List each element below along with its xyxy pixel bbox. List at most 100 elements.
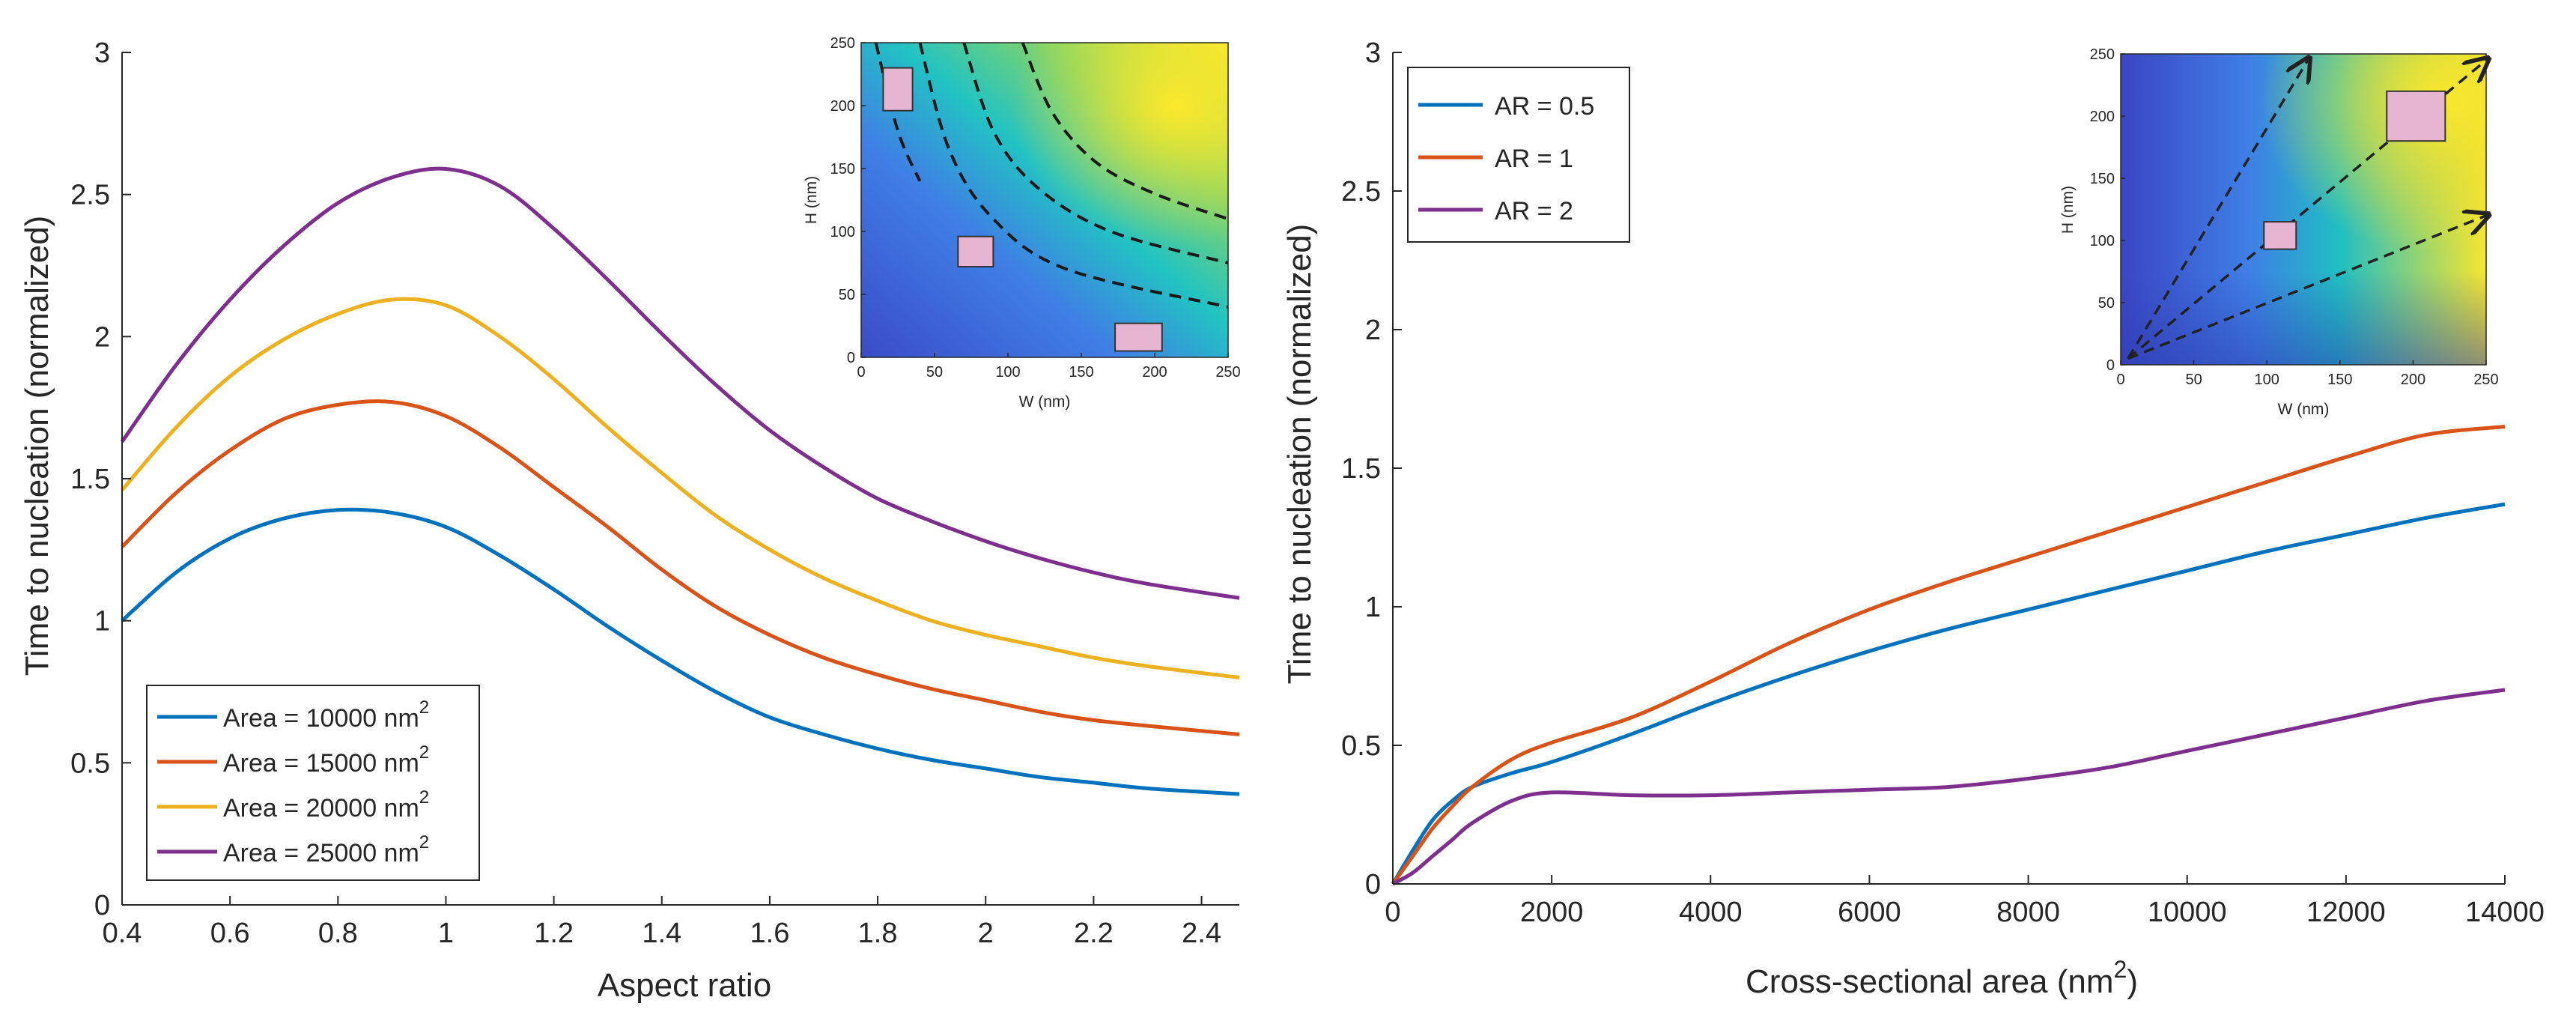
right-inset-y-tick-label-1: 50 (2098, 295, 2115, 312)
right-x-tick-label-0: 0 (1385, 897, 1400, 928)
left-inset-hotspot (861, 43, 1228, 357)
right-inset-x-tick-label-1: 50 (2185, 372, 2202, 388)
left-x-axis-label: Aspect ratio (598, 967, 771, 1004)
left-x-tick-label-10: 2.4 (1182, 918, 1221, 949)
left-series-line-3 (120, 166, 1240, 600)
right-x-tick-label-5: 10000 (2148, 897, 2227, 928)
left-inset-contour-3 (874, 42, 922, 182)
right-x-axis-label: Cross-sectional area (nm2) (1746, 956, 2138, 1000)
left-inset-x-label: W (nm) (1019, 393, 1071, 411)
left-x-tick-label-4: 1.2 (534, 918, 574, 949)
right-inset-marker-1 (2386, 90, 2446, 142)
right-inset-heatmap: 0 50 100 150 200 250 0 50 100 150 200 250 W (nm) H … (2059, 46, 2499, 418)
left-x-tick-label-6: 1.6 (750, 918, 790, 949)
right-x-tick-label-4: 8000 (1996, 897, 2060, 928)
right-inset-y-tick-label-3: 150 (2090, 171, 2115, 187)
right-x-tick-label-7: 14000 (2465, 897, 2545, 928)
right-inset-marker-0 (2263, 221, 2297, 250)
right-inset-arrow-0 (2127, 60, 2308, 360)
left-inset-frame (860, 42, 1229, 358)
left-y-tick-label-4: 2 (94, 321, 110, 353)
left-inset-heatmap: 0 50 100 150 200 250 0 50 100 150 200 250 W (nm) H … (803, 35, 1241, 411)
left-inset-x-tick-label-2: 100 (995, 364, 1020, 381)
right-series-line-1 (1391, 425, 2506, 885)
right-inset-y-tick-label-2: 100 (2090, 233, 2115, 249)
right-legend-box (1407, 67, 1630, 243)
left-inset-marker-2 (1114, 322, 1163, 352)
right-legend-label-1: AR = 1 (1495, 145, 1573, 173)
right-inset-frame (2120, 53, 2487, 366)
left-series-line-1 (121, 399, 1240, 736)
left-y-tick-label-6: 3 (94, 37, 110, 69)
left-y-tick-label-3: 1.5 (70, 464, 110, 495)
right-y-axis-label: Time to nucleation (normalized) (1281, 224, 1318, 685)
right-x-tick-label-1: 2000 (1520, 897, 1584, 928)
left-inset-y-tick-label-3: 150 (830, 161, 855, 178)
right-inset-x-tick-label-4: 200 (2401, 372, 2425, 388)
right-inset-y-tick-label-0: 0 (2106, 357, 2115, 374)
right-inset-overlay (2127, 60, 2486, 360)
left-inset-x-tick-label-0: 0 (857, 364, 865, 381)
left-series-line-2 (121, 297, 1240, 679)
left-inset-overlay (874, 42, 1229, 352)
left-x-tick-label-3: 1 (438, 918, 454, 949)
right-y-tick-label-4: 2 (1365, 315, 1381, 346)
right-y-tick-label-5: 2.5 (1341, 176, 1381, 207)
right-inset-y-label: H (nm) (2059, 186, 2077, 234)
left-legend-label-1: Area = 15000 nm2 (223, 742, 429, 778)
left-inset-y-tick-label-2: 100 (830, 224, 855, 240)
left-inset-x-tick-label-5: 250 (1215, 364, 1240, 381)
left-y-tick-label-5: 2.5 (70, 180, 110, 211)
left-inset-contour-1 (962, 42, 1229, 264)
right-x-tick-label-6: 12000 (2306, 897, 2386, 928)
left-inset-x-tick-label-3: 150 (1069, 364, 1093, 381)
left-axes: 0.4 0.6 0.8 1 1.2 1.4 1.6 1.8 2 2.2 2.4 0 0.5 1 1.5 2 2.… (70, 37, 1239, 949)
left-y-tick-label-1: 0.5 (70, 748, 110, 779)
right-inset-arrow-2 (2127, 216, 2486, 360)
right-chart: 0 2000 4000 6000 8000 10000 12000 1400000.511.5… (1281, 37, 2545, 1000)
left-inset-contour-2 (1021, 42, 1229, 221)
right-legend-label-2: AR = 2 (1495, 197, 1573, 225)
right-axes: 0 2000 4000 6000 8000 10000 12000 1400000.511.5… (1341, 37, 2545, 928)
right-inset-x-label: W (nm) (2278, 401, 2330, 418)
left-y-tick-label-2: 1 (94, 606, 110, 637)
left-legend-label-0: Area = 10000 nm2 (223, 697, 429, 733)
right-inset-x-tick-label-2: 100 (2255, 372, 2279, 388)
right-inset-x-tick-label-0: 0 (2116, 372, 2124, 388)
left-series-line-0 (121, 507, 1240, 796)
right-series-line-2 (1391, 688, 2506, 886)
right-inset-x-tick-label-3: 150 (2327, 372, 2352, 388)
left-x-tick-label-2: 0.8 (318, 918, 358, 949)
left-legend-label-2: Area = 20000 nm2 (223, 787, 429, 822)
right-series-group (1391, 425, 2506, 886)
right-inset-y-tick-label-4: 200 (2090, 109, 2115, 125)
right-y-tick-label-3: 1.5 (1341, 453, 1381, 485)
right-x-tick-label-2: 4000 (1679, 897, 1743, 928)
left-legend: Area = 10000 nm2 Area = 15000 nm2 Area =… (146, 685, 480, 881)
left-inset-y-tick-label-5: 250 (830, 35, 855, 52)
left-inset-x-tick-label-1: 50 (926, 364, 943, 381)
left-x-tick-label-7: 1.8 (858, 918, 898, 949)
right-y-tick-label-2: 1 (1365, 592, 1381, 623)
right-legend: AR = 0.5 AR = 1 AR = 2 (1407, 67, 1630, 243)
right-y-tick-label-0: 0 (1365, 869, 1381, 900)
left-x-tick-label-5: 1.4 (642, 918, 681, 949)
left-inset-y-tick-label-1: 50 (839, 287, 855, 303)
left-x-tick-label-8: 2 (978, 918, 994, 949)
left-inset-x-tick-label-4: 200 (1142, 364, 1167, 381)
right-inset-axes: 0 50 100 150 200 250 0 50 100 150 200 250 (2090, 46, 2499, 388)
left-inset-y-tick-label-4: 200 (830, 98, 855, 115)
right-series-line-0 (1391, 502, 2506, 885)
right-inset-x-tick-label-5: 250 (2473, 372, 2498, 388)
right-legend-label-0: AR = 0.5 (1495, 92, 1594, 121)
left-x-tick-label-1: 0.6 (210, 918, 250, 949)
right-y-tick-label-6: 3 (1365, 37, 1381, 69)
left-inset-y-tick-label-0: 0 (847, 350, 855, 366)
left-inset-axes: 0 50 100 150 200 250 0 50 100 150 200 250 (830, 35, 1241, 381)
left-inset-marker-0 (882, 67, 914, 112)
left-inset-contour-0 (918, 42, 1229, 309)
left-chart: 0.4 0.6 0.8 1 1.2 1.4 1.6 1.8 2 2.2 2.4 0 0.5 1 1.5 2 2.… (19, 35, 1241, 1004)
left-y-axis-label: Time to nucleation (normalized) (19, 216, 55, 676)
left-y-tick-label-0: 0 (94, 890, 110, 921)
left-x-tick-label-9: 2.2 (1074, 918, 1114, 949)
